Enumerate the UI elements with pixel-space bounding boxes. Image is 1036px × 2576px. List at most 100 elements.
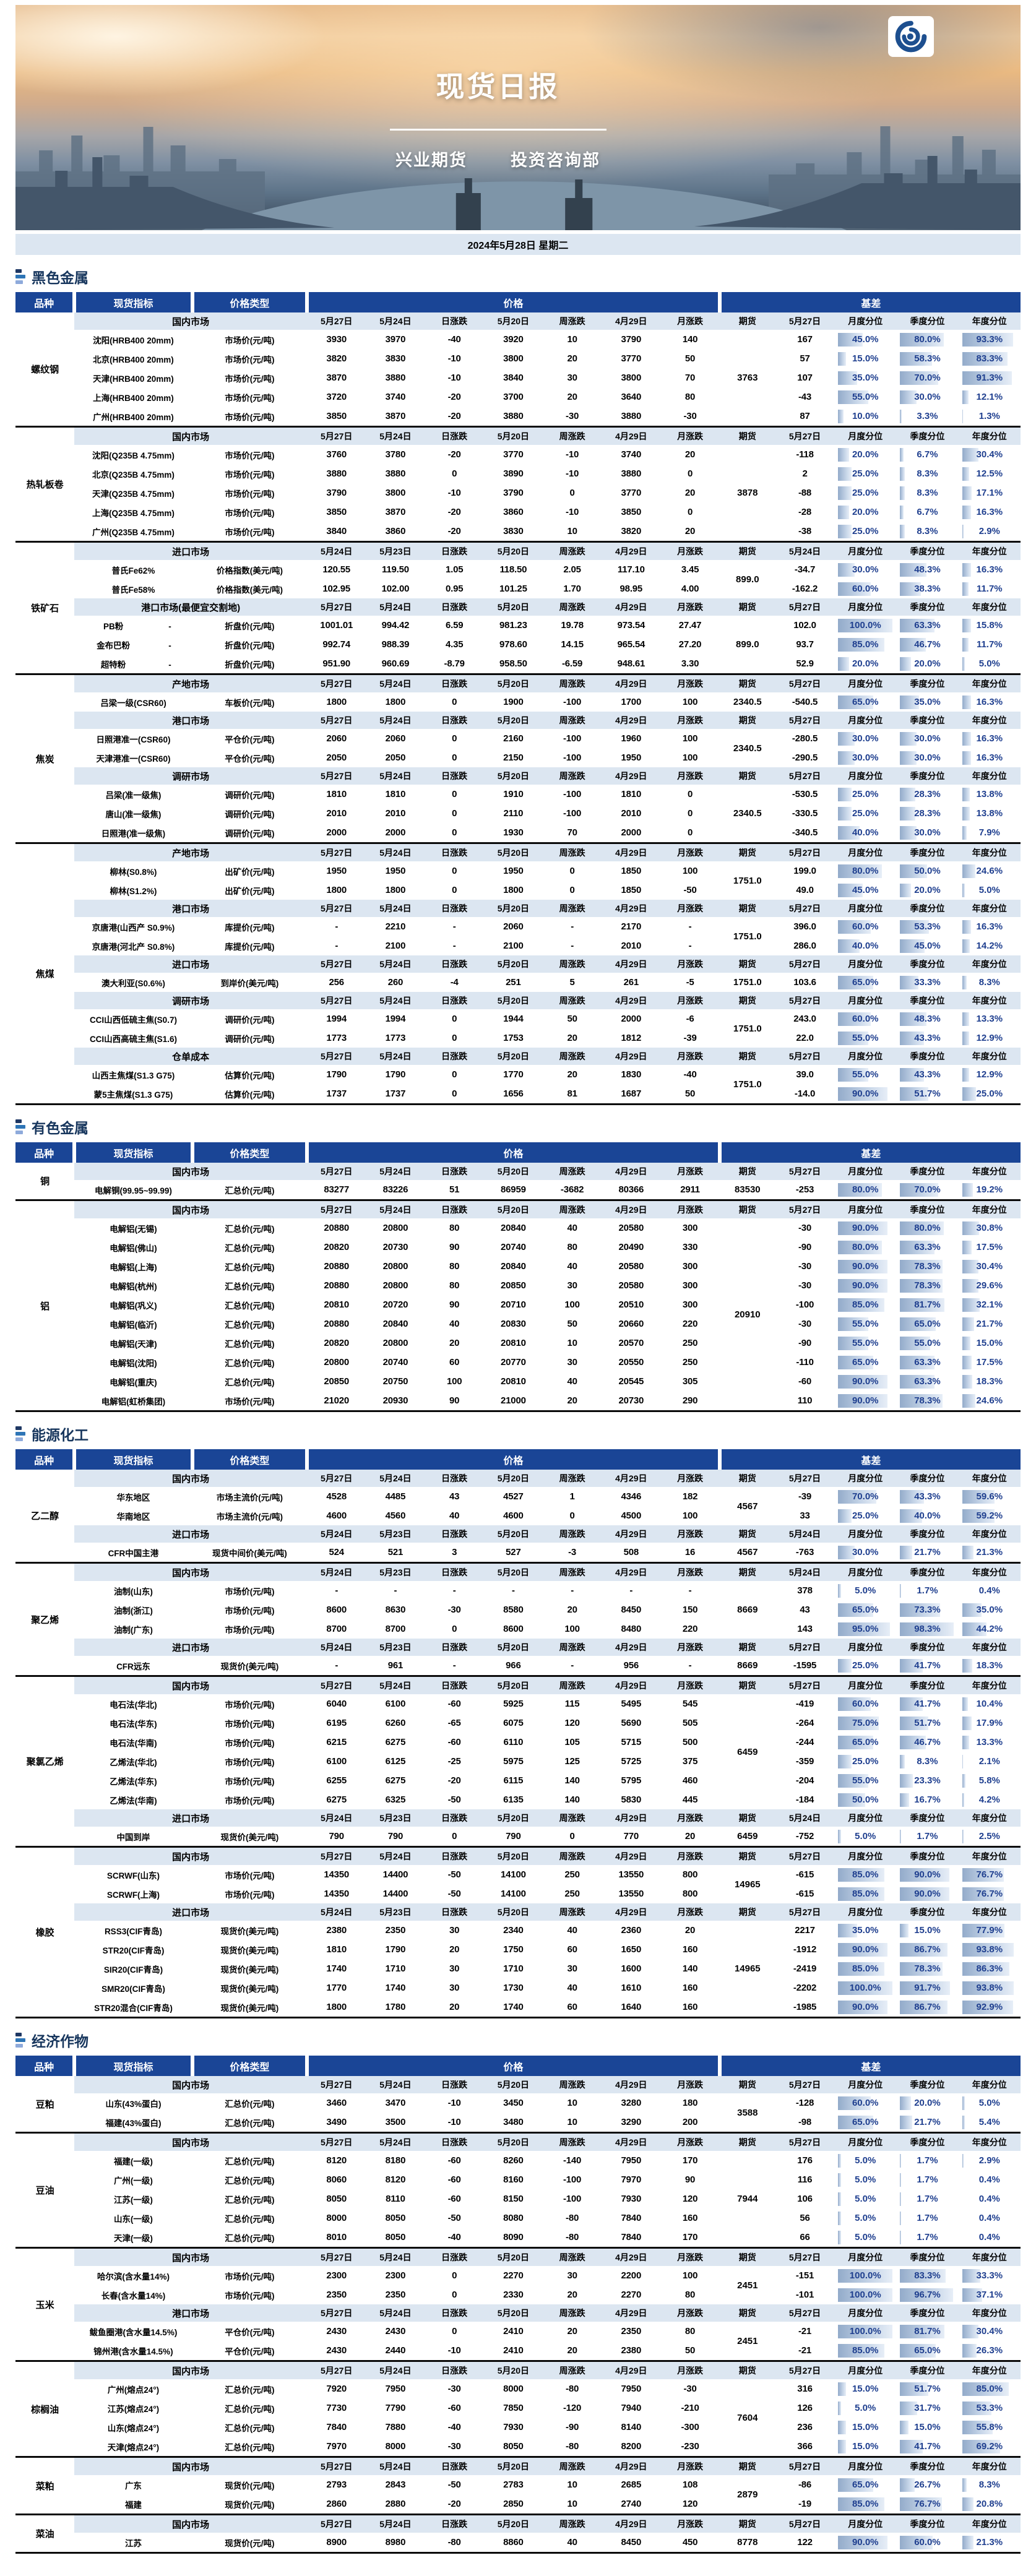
basis-cell: -14.0 — [775, 1084, 834, 1105]
percentile-cell: 0.4% — [959, 2170, 1021, 2189]
date-header: 月涨跌 — [660, 1903, 719, 1921]
percentile-cell: 60.0% — [834, 917, 896, 936]
price-cell: 8180 — [366, 2151, 425, 2170]
date-header: 周涨跌 — [543, 1809, 602, 1827]
pct-month-header: 月度分位 — [834, 1809, 896, 1827]
percentile-cell: 13.3% — [959, 1733, 1021, 1752]
variety-cell: 聚乙烯 — [15, 1563, 74, 1676]
price-cell: -50 — [425, 2208, 484, 2228]
price-cell: 3480 — [484, 2113, 543, 2133]
percentile-bar: 69.2% — [962, 2440, 1017, 2453]
date-header: 5月27日 — [307, 843, 366, 862]
date-header: 4月29日 — [602, 955, 660, 973]
date-header: 4月29日 — [602, 1903, 660, 1921]
date-header: 5月24日 — [366, 312, 425, 330]
price-cell: 4600 — [307, 1506, 366, 1525]
price-cell: 20 — [660, 1827, 719, 1847]
price-cell: 3970 — [366, 330, 425, 349]
market-label: 港口市场 — [74, 712, 307, 729]
price-cell: 8150 — [484, 2189, 543, 2208]
price-cell: 20730 — [366, 1238, 425, 1257]
price-cell: -20 — [425, 407, 484, 427]
price-cell: 3800 — [366, 483, 425, 502]
percentile-bar: 1.7% — [900, 1584, 954, 1598]
date-header: 5月27日 — [307, 1200, 366, 1219]
percentile-value: 16.3% — [962, 920, 1017, 934]
basis-cell: -30 — [775, 1218, 834, 1238]
date-header: 5月20日 — [484, 1563, 543, 1582]
price-cell: 20800 — [366, 1218, 425, 1238]
percentile-value: 76.7% — [962, 1887, 1017, 1901]
price-cell: 8010 — [307, 2228, 366, 2248]
price-cell: 1790 — [366, 1940, 425, 1959]
indicator-cell: 江苏(一级) — [74, 2189, 192, 2208]
percentile-bar: 5.0% — [838, 2192, 892, 2206]
price-cell: 30 — [543, 368, 602, 387]
basis-date-header: 5月24日 — [775, 1563, 834, 1582]
date-header: 月涨跌 — [660, 2515, 719, 2533]
price-cell: 3860 — [484, 502, 543, 522]
price-type-cell: 平仓价(元/吨) — [192, 748, 307, 767]
percentile-cell: 24.6% — [959, 861, 1021, 881]
percentile-bar: 10.0% — [838, 410, 892, 423]
price-cell: 4527 — [484, 1487, 543, 1506]
price-cell: 20850 — [307, 1372, 366, 1391]
price-cell: 956 — [602, 1656, 660, 1676]
price-cell: 7850 — [484, 2398, 543, 2418]
price-cell: 0 — [425, 2285, 484, 2304]
percentile-value: 55.0% — [900, 1337, 954, 1350]
percentile-value: 35.0% — [962, 1603, 1017, 1617]
percentile-cell: 8.3% — [959, 973, 1021, 992]
date-header: 日涨跌 — [425, 843, 484, 862]
basis-cell: 57 — [775, 349, 834, 368]
pct-year-header: 年度分位 — [959, 712, 1021, 729]
indicator-cell: 沈阳(Q235B 4.75mm) — [74, 445, 192, 464]
indicator-cell: 日照港准一(CSR60) — [74, 729, 192, 748]
price-cell: 3790 — [307, 483, 366, 502]
percentile-bar: 15.8% — [962, 619, 1017, 632]
price-cell: 1001.01 — [307, 616, 366, 635]
percentile-value: 55.8% — [962, 2421, 1017, 2434]
price-cell: 40 — [543, 2533, 602, 2553]
percentile-value: 33.3% — [962, 2269, 1017, 2283]
percentile-cell: 20.0% — [896, 2093, 958, 2113]
price-type-cell: 调研价(元/吨) — [192, 823, 307, 843]
price-cell: -80 — [543, 2228, 602, 2248]
percentile-bar: 58.3% — [900, 352, 954, 366]
basis-cell: 87 — [775, 407, 834, 427]
pct-year-header: 年度分位 — [959, 1639, 1021, 1656]
percentile-value: 96.7% — [900, 2288, 954, 2302]
percentile-value: 17.5% — [962, 1241, 1017, 1254]
futures-cell: 6459 — [720, 1694, 775, 1809]
percentile-cell: 19.2% — [959, 1180, 1021, 1200]
percentile-cell: 92.9% — [959, 1997, 1021, 2018]
pct-quarter-header: 季度分位 — [896, 2361, 958, 2380]
percentile-value: 65.0% — [900, 1317, 954, 1331]
price-type-cell: 市场价(元/吨) — [192, 1790, 307, 1809]
percentile-bar: 21.7% — [962, 1317, 1017, 1331]
price-cell: 8000 — [366, 2437, 425, 2457]
percentile-bar: 32.1% — [962, 1298, 1017, 1312]
percentile-value: 30.4% — [962, 1260, 1017, 1273]
percentile-cell: 35.0% — [959, 1600, 1021, 1619]
percentile-cell: 65.0% — [834, 2475, 896, 2494]
price-cell: 300 — [660, 1295, 719, 1314]
price-cell: 994.42 — [366, 616, 425, 635]
price-cell: 6325 — [366, 1790, 425, 1809]
market-label: 进口市场 — [74, 955, 307, 973]
pct-quarter-header: 季度分位 — [896, 2304, 958, 2322]
price-cell: 3850 — [602, 502, 660, 522]
price-cell: -3682 — [543, 1180, 602, 1200]
market-label: 国内市场 — [74, 2457, 307, 2476]
percentile-cell: 16.3% — [959, 729, 1021, 748]
percentile-cell: 33.3% — [896, 973, 958, 992]
date-header: 5月24日 — [366, 2304, 425, 2322]
percentile-cell: 40.0% — [834, 936, 896, 955]
percentile-cell: 1.7% — [896, 2228, 958, 2248]
price-cell: 2060 — [307, 729, 366, 748]
date-header: 4月29日 — [602, 767, 660, 785]
